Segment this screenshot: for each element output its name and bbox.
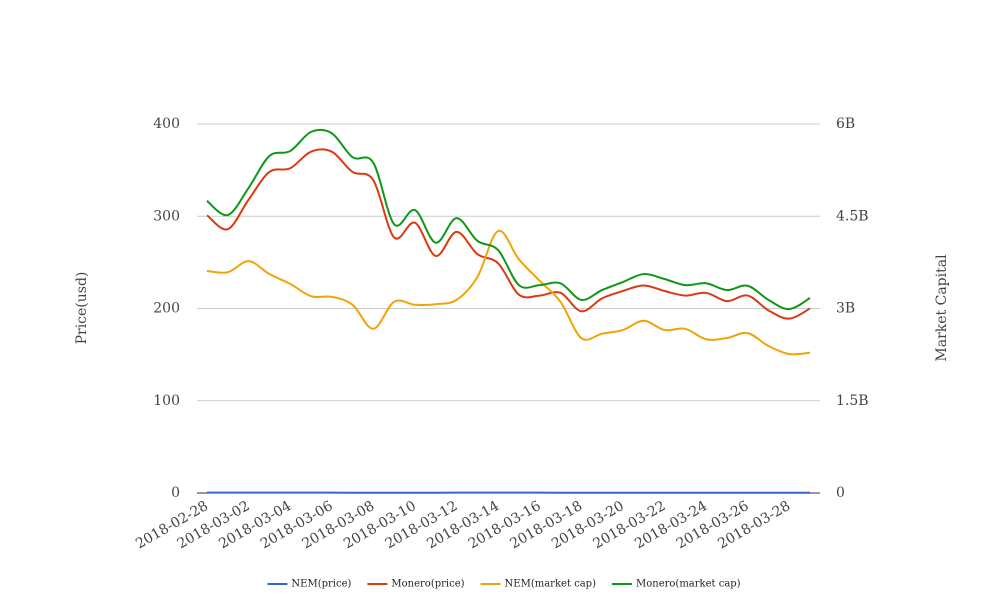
y2-tick-label: 4.5B [836, 208, 869, 224]
y2-axis-title: Market Capital [934, 254, 950, 362]
legend-label: Monero(market cap) [636, 579, 741, 590]
series-line [206, 128, 811, 311]
y-tick-label: 200 [153, 301, 180, 317]
y-axis-title: Price(usd) [74, 272, 90, 345]
legend-label: NEM(market cap) [505, 579, 597, 590]
y2-tick-label: 6B [836, 116, 855, 132]
y-tick-label: 100 [153, 393, 180, 409]
y2-tick-label: 0 [836, 485, 845, 501]
series-line [206, 148, 811, 320]
series-line [206, 230, 811, 356]
y-tick-label: 0 [171, 485, 180, 501]
legend-label: Monero(price) [391, 579, 464, 590]
y2-tick-label: 3B [836, 301, 855, 317]
legend-label: NEM(price) [291, 579, 351, 590]
y2-tick-label: 1.5B [836, 393, 869, 409]
y-tick-label: 400 [153, 116, 180, 132]
y-tick-label: 300 [153, 208, 180, 224]
